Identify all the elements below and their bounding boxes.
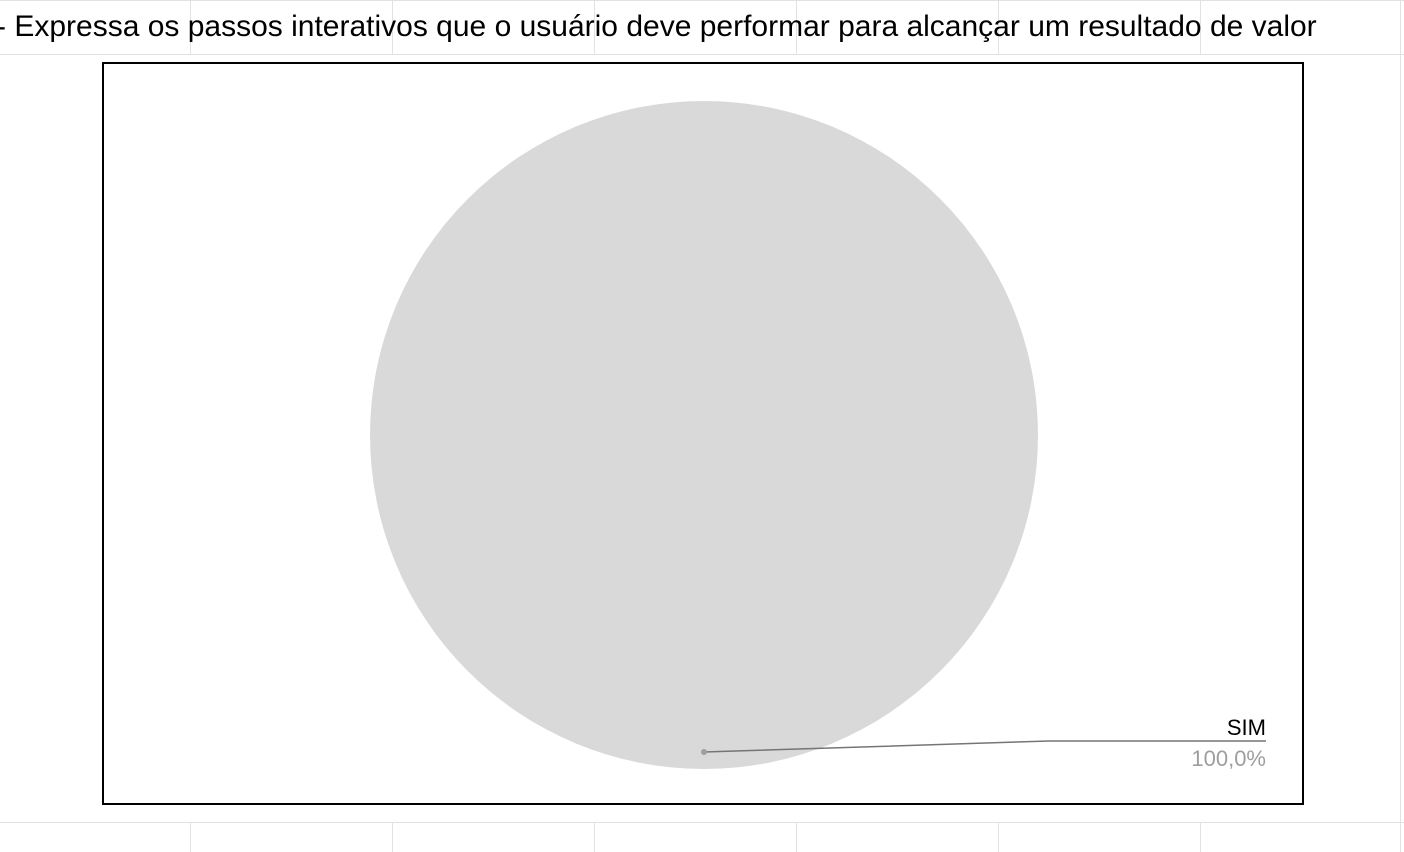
- slice-percent-label: 100,0%: [1191, 746, 1266, 771]
- slice-label: SIM: [1227, 715, 1266, 740]
- column-gridline: [1200, 822, 1201, 852]
- column-gridline: [796, 0, 797, 54]
- pie-chart[interactable]: SIM 100,0%: [102, 62, 1304, 805]
- pie-chart-svg: SIM 100,0%: [370, 101, 1266, 771]
- leader-dot: [701, 749, 707, 755]
- column-gridline: [392, 0, 393, 54]
- column-gridline: [998, 822, 999, 852]
- row-gridline: [0, 54, 1404, 55]
- column-gridline: [1400, 0, 1401, 852]
- header-cell[interactable]: - Expressa os passos interativos que o u…: [0, 0, 1404, 54]
- column-gridline: [190, 822, 191, 852]
- column-gridline: [190, 0, 191, 54]
- pie-slice-sim[interactable]: [370, 101, 1038, 769]
- cell-text: - Expressa os passos interativos que o u…: [0, 10, 1317, 43]
- column-gridline: [594, 822, 595, 852]
- column-gridline: [1200, 0, 1201, 54]
- column-gridline: [998, 0, 999, 54]
- leader-line: [703, 740, 1266, 753]
- column-gridline: [392, 822, 393, 852]
- column-gridline: [796, 822, 797, 852]
- row-gridline: [0, 822, 1404, 823]
- column-gridline: [594, 0, 595, 54]
- row-gridline: [0, 0, 1404, 1]
